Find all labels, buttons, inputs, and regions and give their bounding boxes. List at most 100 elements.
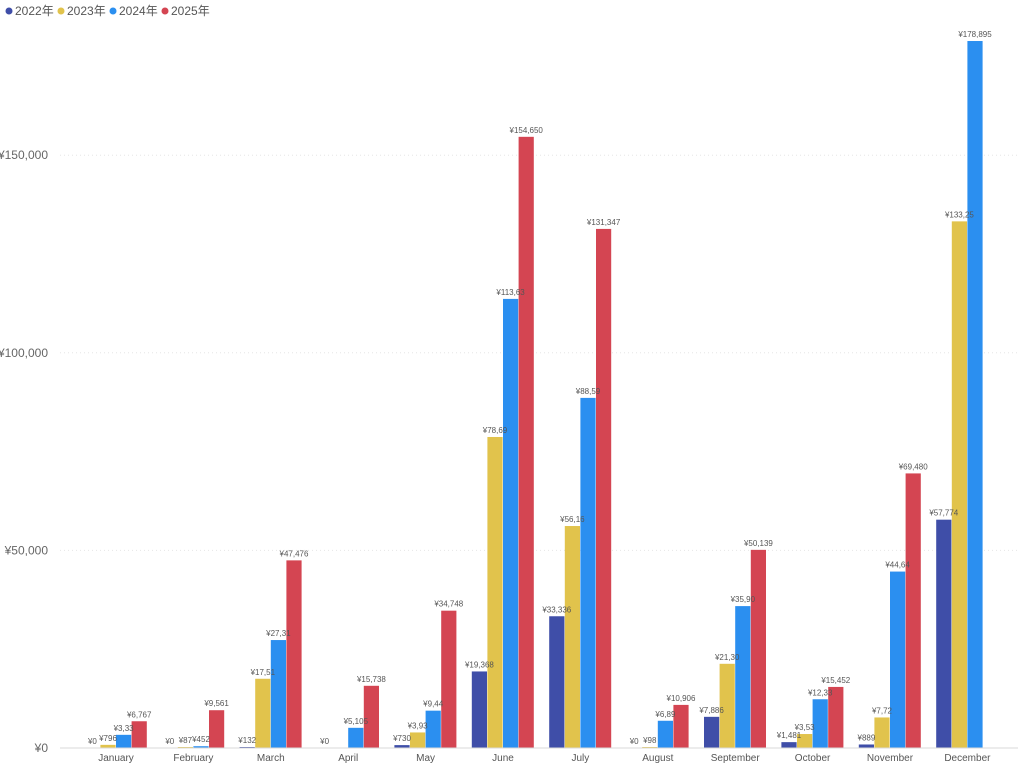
data-label: ¥78,69	[482, 426, 508, 435]
legend-marker	[5, 7, 13, 15]
bar[interactable]	[441, 610, 457, 748]
bar[interactable]	[193, 746, 209, 748]
bar[interactable]	[905, 473, 921, 748]
data-label: ¥133,25	[944, 210, 974, 219]
data-label: ¥452	[191, 735, 210, 744]
x-tick-label: October	[795, 753, 831, 764]
bar[interactable]	[812, 699, 828, 748]
data-label: ¥19,368	[464, 660, 494, 669]
data-label: ¥69,480	[898, 462, 928, 471]
bar[interactable]	[580, 397, 596, 748]
data-label: ¥0	[164, 737, 174, 746]
data-label: ¥178,895	[957, 30, 992, 39]
bar[interactable]	[255, 678, 271, 748]
bar[interactable]	[657, 720, 673, 748]
data-label: ¥27,31	[265, 629, 291, 638]
data-label: ¥889	[857, 733, 876, 742]
bar[interactable]	[487, 436, 503, 748]
x-tick-label: April	[338, 753, 358, 764]
x-tick-label: May	[416, 753, 435, 764]
legend-label[interactable]: 2024年	[119, 4, 158, 18]
gridlines	[60, 154, 1018, 551]
bar[interactable]	[131, 721, 147, 748]
data-label: ¥10,906	[666, 694, 696, 703]
x-tick-label: February	[173, 753, 213, 764]
data-label: ¥15,452	[820, 676, 850, 685]
data-label: ¥0	[629, 737, 639, 746]
legend[interactable]: 2022年 2023年 2024年 2025年	[5, 4, 210, 18]
bar[interactable]	[286, 560, 302, 748]
x-tick-label: August	[642, 753, 673, 764]
data-label: ¥3,53	[794, 723, 816, 732]
bar[interactable]	[564, 526, 580, 748]
bar[interactable]	[363, 685, 379, 748]
bar[interactable]	[890, 571, 906, 748]
data-label: ¥35,90	[730, 595, 756, 604]
bars	[100, 41, 983, 749]
bar[interactable]	[116, 734, 132, 748]
legend-label[interactable]: 2025年	[171, 4, 210, 18]
data-label: ¥0	[319, 737, 329, 746]
bar[interactable]	[936, 519, 952, 748]
legend-label[interactable]: 2022年	[15, 4, 54, 18]
bar[interactable]	[348, 727, 364, 748]
x-tick-label: June	[492, 753, 514, 764]
bar[interactable]	[270, 640, 286, 748]
bar[interactable]	[828, 686, 844, 748]
x-tick-label: December	[944, 753, 991, 764]
x-tick-label: September	[711, 753, 761, 764]
legend-label[interactable]: 2023年	[67, 4, 106, 18]
bar[interactable]	[750, 549, 766, 748]
bar[interactable]	[874, 717, 890, 748]
data-label: ¥12,33	[807, 688, 833, 697]
bar[interactable]	[797, 734, 813, 748]
data-label: ¥7,886	[698, 706, 724, 715]
data-label: ¥21,30	[714, 653, 740, 662]
bar[interactable]	[673, 704, 689, 748]
data-label: ¥56,16	[559, 515, 585, 524]
bar[interactable]	[471, 671, 487, 748]
bar[interactable]	[425, 710, 441, 748]
x-tick-label: November	[867, 753, 914, 764]
y-tick-label: ¥50,000	[4, 543, 49, 557]
bar[interactable]	[735, 606, 751, 748]
data-label: ¥6,767	[126, 710, 152, 719]
data-label: ¥34,748	[433, 600, 463, 609]
bar[interactable]	[781, 742, 797, 748]
bar[interactable]	[410, 732, 426, 748]
data-label: ¥132	[237, 736, 256, 745]
legend-marker	[109, 7, 117, 15]
legend-marker	[161, 7, 169, 15]
bar[interactable]	[719, 663, 735, 748]
data-label: ¥3,93	[407, 721, 429, 730]
bar[interactable]	[209, 710, 225, 748]
data-label: ¥98	[642, 736, 657, 745]
x-axis: January February March April May June July Augu…	[60, 747, 1018, 764]
data-label: ¥17,51	[250, 668, 276, 677]
bar[interactable]	[967, 41, 983, 749]
data-label: ¥33,336	[541, 605, 571, 614]
bar[interactable]	[394, 745, 410, 748]
data-labels: ¥0 ¥796¥3,33¥6,767¥0 ¥87 ¥452¥9,561¥132¥17,…	[87, 30, 992, 746]
data-label: ¥3,33	[113, 724, 135, 733]
data-label: ¥6,89	[654, 710, 676, 719]
data-label: ¥113,63	[495, 288, 525, 297]
bar[interactable]	[100, 744, 116, 748]
bar[interactable]	[951, 221, 967, 748]
bar[interactable]	[858, 744, 874, 748]
data-label: ¥50,139	[743, 539, 773, 548]
bar[interactable]	[704, 716, 720, 748]
bar[interactable]	[518, 136, 534, 749]
data-label: ¥1,481	[776, 731, 802, 740]
bar[interactable]	[549, 616, 565, 748]
data-label: ¥0	[87, 737, 97, 746]
x-tick-label: January	[98, 753, 134, 764]
bar[interactable]	[503, 298, 519, 748]
data-label: ¥15,738	[356, 675, 386, 684]
data-label: ¥796	[98, 734, 117, 743]
data-label: ¥131,347	[586, 218, 621, 227]
y-tick-label: ¥100,000	[0, 346, 48, 360]
y-axis: ¥0 ¥50,000 ¥100,000 ¥150,000	[0, 148, 48, 755]
bar[interactable]	[596, 228, 612, 749]
data-label: ¥9,561	[203, 699, 229, 708]
